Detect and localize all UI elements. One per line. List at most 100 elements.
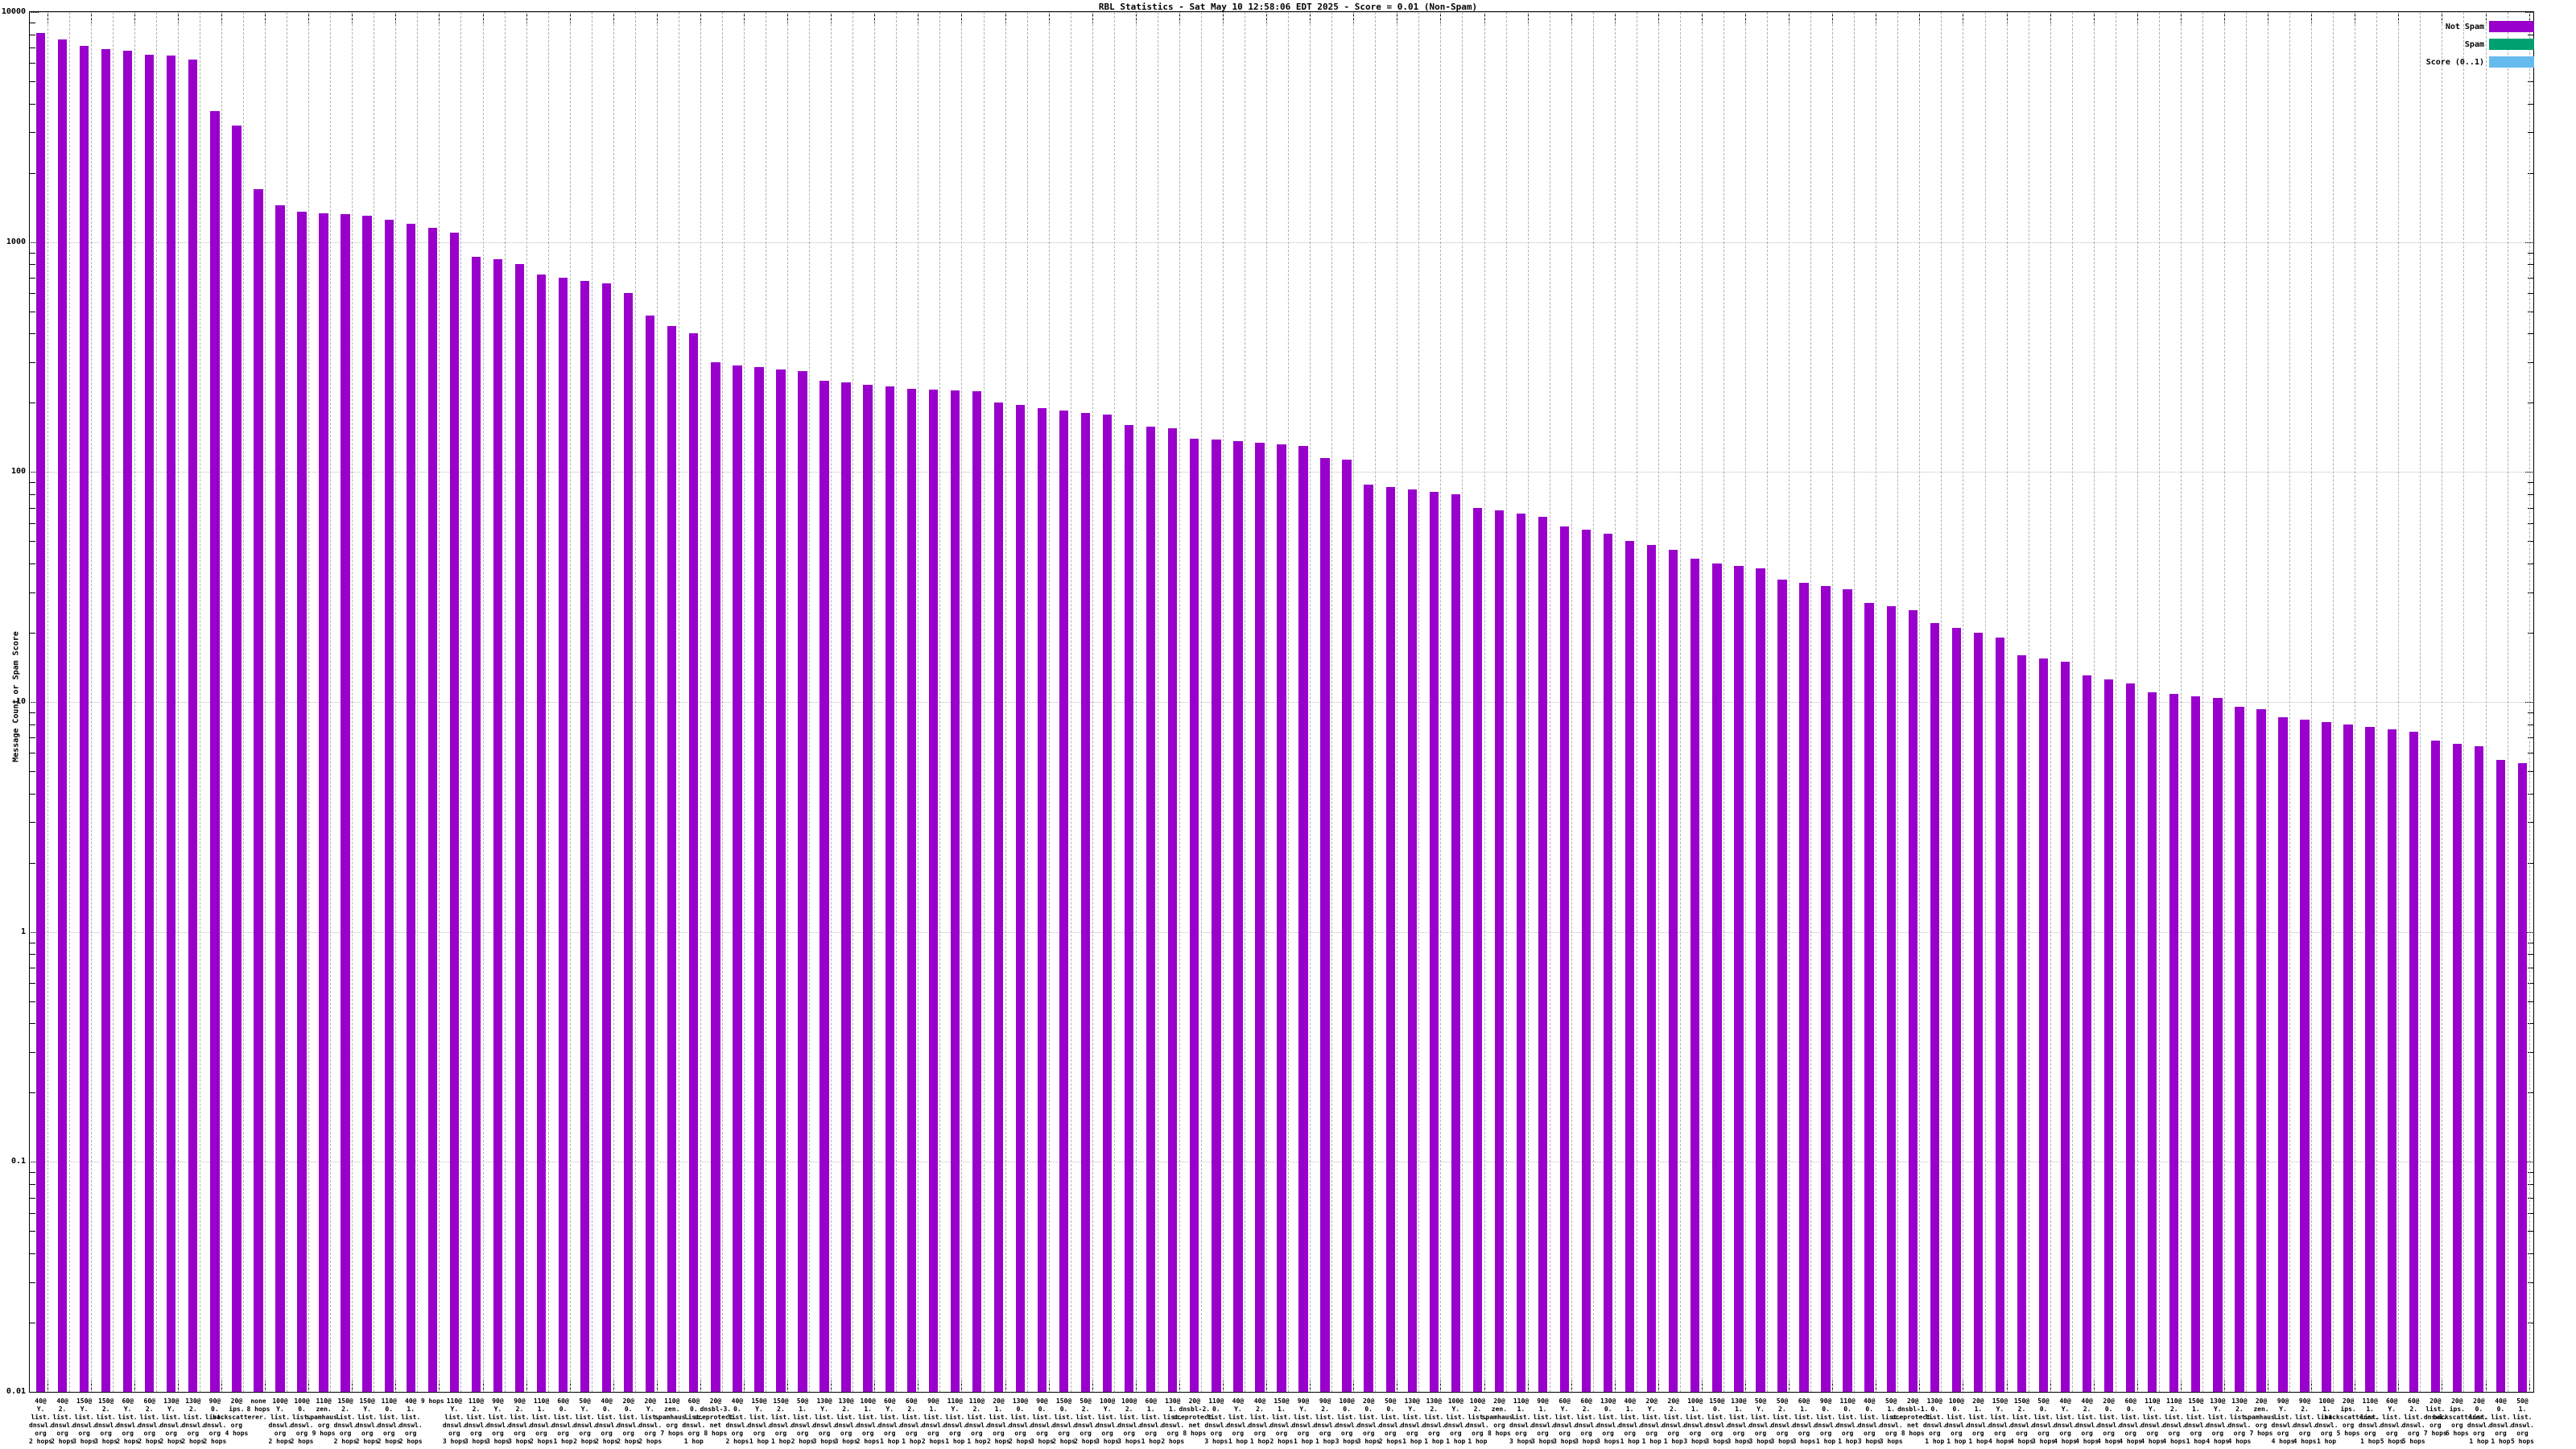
x-axis-tick-label: 130@ 2. list. dnswl. org 1 hop <box>1410 1397 1458 1446</box>
bar <box>514 264 525 1392</box>
bar <box>2278 716 2288 1392</box>
x-axis-label-line: 1 hop <box>1468 1438 1488 1445</box>
vertical-gridline <box>330 12 332 1392</box>
x-axis-label-line: org <box>274 1430 287 1437</box>
x-axis-label-line: org <box>1537 1430 1549 1437</box>
x-axis-label-line: org <box>1362 1430 1375 1437</box>
bar <box>1429 491 1439 1392</box>
x-axis-label-line: dnswl. <box>398 1422 423 1429</box>
x-axis-label-line: org <box>2168 1430 2180 1437</box>
x-axis-label-line: dnswl. <box>1662 1422 1686 1429</box>
x-axis-label-line: 50@ <box>1754 1397 1767 1405</box>
bar <box>2017 654 2027 1392</box>
x-axis-label-line: 2. <box>2083 1406 2091 1413</box>
x-axis-label-line: dnswl. <box>116 1422 140 1429</box>
x-axis-label-line: 150@ <box>1055 1397 1072 1405</box>
x-axis-label-line: dnswl. <box>1074 1422 1098 1429</box>
x-axis-label-line: 110@ <box>664 1397 680 1405</box>
x-axis-label-line: 2 hops <box>398 1438 423 1445</box>
legend-item: Score (0..1) <box>2365 53 2534 71</box>
x-axis-label-line: 1 hop <box>1925 1438 1945 1445</box>
x-axis-label-line: org <box>1297 1430 1310 1437</box>
x-axis-label-line: 1 hop <box>1946 1438 1967 1445</box>
x-axis-label-line: 1 hop <box>1293 1438 1314 1445</box>
x-axis-label-line: 2 hops <box>1378 1438 1402 1445</box>
vertical-gridline <box>787 12 789 1392</box>
x-axis-label-line: 130@ <box>2231 1397 2248 1405</box>
bar <box>1125 425 1134 1392</box>
x-axis-tick-label: 50@ 1. list. dnswl. org 5 hops <box>2499 1397 2546 1446</box>
x-axis-tick-label: 150@ Y. list. dnswl. org 4 hops <box>1976 1397 2024 1446</box>
x-axis-label-line: 1 hop <box>1315 1438 1335 1445</box>
x-axis-label-line: 90@ <box>1319 1397 1331 1405</box>
x-axis-label-line: org <box>1406 1430 1418 1437</box>
x-axis-label-line: org <box>492 1430 504 1437</box>
x-axis-tick-label: 20@ Y. list. dnswl. org 2 hops <box>626 1397 674 1446</box>
bar <box>1190 438 1199 1392</box>
bar <box>297 212 307 1392</box>
y-axis-minor-tick <box>2528 482 2534 484</box>
x-axis-tick-label: 40@ 0. list. dnswl. org 3 hops <box>1845 1397 1893 1446</box>
x-axis-label-line: 2 hops <box>51 1438 74 1445</box>
bar <box>362 216 372 1392</box>
x-axis-label-line: 90@ <box>208 1397 221 1405</box>
x-axis-label-line: 1 hop <box>880 1438 900 1445</box>
x-axis-label-line: org <box>187 1430 200 1437</box>
x-axis-label-line: org <box>557 1430 569 1437</box>
x-axis-label-line: 1. <box>2518 1406 2527 1413</box>
x-axis-label-line: list. <box>401 1414 421 1421</box>
x-axis-label-line: org <box>122 1430 134 1437</box>
x-axis-label-line: 1 hop <box>683 1438 704 1445</box>
x-axis-label-line: dnswl. <box>1117 1422 1141 1429</box>
x-axis-label-line: org <box>644 1430 656 1437</box>
x-axis-tick-label: 60@ 2. list. dnswl. org 1 hop <box>888 1397 935 1446</box>
x-axis-label-line: 60@ <box>2408 1397 2420 1405</box>
x-axis-label-line: list. <box>1228 1414 1248 1421</box>
x-axis-label-line: 20@ <box>2342 1397 2355 1405</box>
y-axis-minor-tick <box>29 103 35 105</box>
x-axis-label-line: 100@ <box>1447 1397 1463 1405</box>
x-axis-label-line: 2 hops <box>1052 1438 1075 1445</box>
x-axis-label-line: list. <box>336 1414 356 1421</box>
x-axis-label-line: list. <box>118 1414 138 1421</box>
x-axis-tick-label: 40@ 2. list. dnswl. org 1 hop <box>1236 1397 1283 1446</box>
vertical-gridline <box>831 12 832 1392</box>
x-axis-tick-label: 110@ 1. list. dnswl. org 1 hop <box>2346 1397 2393 1446</box>
x-axis-label-line: 3 hops <box>1770 1438 1794 1445</box>
x-axis-label-line: org <box>100 1430 112 1437</box>
x-axis-label-line: backscatterer. <box>2324 1414 2379 1421</box>
x-axis-label-line: 0. <box>1865 1406 1873 1413</box>
x-axis-label-line: org <box>2363 1430 2376 1437</box>
x-axis-label-line: 150@ <box>2188 1397 2204 1405</box>
x-axis-label-line: org <box>840 1430 852 1437</box>
x-axis-label-line: Y. <box>2148 1406 2157 1413</box>
x-axis-label-line: dnswl. <box>2184 1422 2208 1429</box>
x-axis-label-line: list. <box>2142 1414 2162 1421</box>
x-axis-label-line: 20@ <box>993 1397 1005 1405</box>
x-axis-label-line: dnswl. <box>986 1422 1010 1429</box>
x-axis-tick-label: 40@ 2. list. dnswl. org 4 hops <box>2063 1397 2111 1446</box>
x-axis-label-line: dnswl. <box>1944 1422 1968 1429</box>
x-axis-label-line: 110@ <box>381 1397 397 1405</box>
x-axis-label-line: zen. <box>316 1406 332 1413</box>
x-axis-label-line: 2. <box>842 1406 850 1413</box>
x-axis-tick-label: 110@ 2. list. dnswl. org 4 hops <box>2150 1397 2198 1446</box>
x-axis-label-line: 50@ <box>796 1397 809 1405</box>
x-axis-label-line: 9 hops <box>312 1430 336 1437</box>
x-axis-label-line: 3 hops <box>485 1438 510 1445</box>
x-axis-tick-label: 100@ 1. list. dnswl. org 1 hop <box>2302 1397 2350 1446</box>
x-axis-label-line: 4 hops <box>2140 1438 2165 1445</box>
x-axis-label-line: 130@ <box>1600 1397 1616 1405</box>
x-axis-tick-label: 100@ 0. list. dnswl. org 2 hops <box>278 1397 325 1446</box>
x-axis-label-line: 1 hop <box>1838 1438 1858 1445</box>
vertical-gridline <box>1135 12 1137 1392</box>
x-axis-tick-label: 150@ Y. list. dnswl. org 1 hop <box>735 1397 782 1446</box>
x-axis-label-line: dnswl. <box>203 1422 227 1429</box>
vertical-gridline <box>1592 12 1594 1392</box>
bar <box>1581 530 1591 1392</box>
vertical-gridline <box>1679 12 1681 1392</box>
x-axis-label-line: 2 hops <box>617 1438 641 1445</box>
vertical-gridline <box>1854 12 1856 1392</box>
vertical-gridline <box>634 12 636 1392</box>
